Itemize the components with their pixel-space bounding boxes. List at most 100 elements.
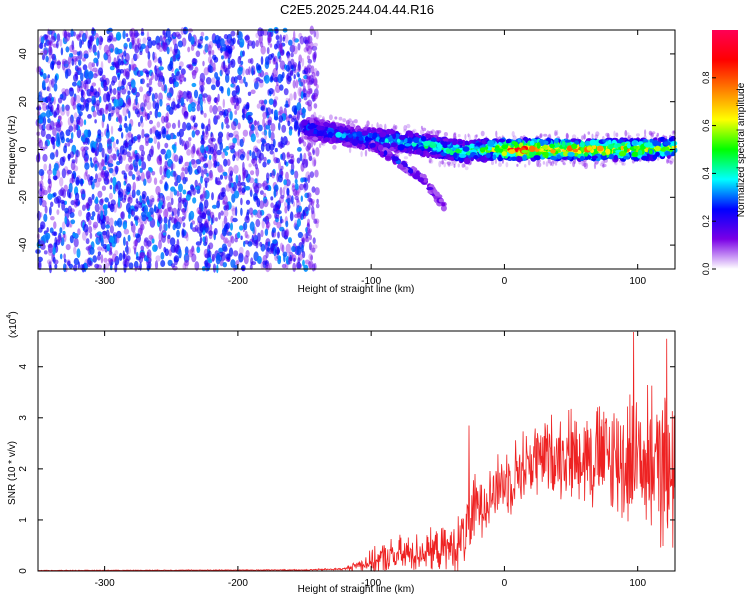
spectrogram-signal-cell [323,137,331,142]
spectrogram-noise-cell [242,112,245,121]
spectrogram-noise-cell [74,57,77,66]
spectrogram-noise-cell [187,165,191,172]
spectrogram-halo-cell [495,130,498,138]
spectrogram-noise-cell [90,216,95,221]
spectrogram-noise-cell [127,213,131,219]
spectrogram-noise-cell [315,147,320,157]
spectrogram-noise-cell [223,158,228,167]
spectrogram-noise-cell [211,137,216,142]
spectrogram-noise-cell [144,134,150,144]
spectrogram-noise-cell [135,53,140,60]
spectrogram-noise-cell [110,199,116,206]
spectrogram-noise-cell [166,46,170,55]
spectrogram-noise-cell [132,63,137,71]
spectrogram-noise-cell [66,169,72,175]
spectrogram-noise-cell [175,221,181,230]
spectrogram-noise-cell [56,209,60,216]
spectrogram-noise-cell [172,170,177,177]
spectrogram-halo-cell [443,132,448,137]
spectrogram-noise-cell [102,204,108,210]
spectrogram-signal-cell [543,140,549,145]
spectrogram-noise-cell [230,222,233,231]
spectrogram-noise-cell [278,115,284,123]
spectrogram-noise-cell [229,145,235,150]
spectrogram-noise-cell [232,217,238,223]
spectrogram-halo-cell [539,133,543,139]
spectrogram-noise-cell [270,75,273,82]
spectrogram-noise-cell [211,77,216,84]
spectrogram-noise-cell [118,49,123,54]
spectrogram-noise-cell [222,171,228,177]
spectrogram-noise-cell [157,141,161,150]
spectrogram-noise-cell [131,174,136,180]
spectrogram-noise-cell [263,99,268,105]
spectrogram-noise-cell [279,242,284,252]
spectrogram-noise-cell [299,153,303,162]
spectrogram-noise-cell [120,211,125,220]
spectrogram-noise-cell [75,192,80,201]
spectrogram-noise-cell [52,192,57,198]
spectrogram-noise-cell [286,50,291,59]
spectrogram-signal-cell [583,152,589,157]
spectrogram-noise-cell [149,195,155,205]
spectrogram-noise-cell [300,195,303,202]
spectrogram-noise-cell [277,199,282,207]
spectrogram-signal-cell [430,141,436,146]
spectrogram-noise-cell [216,105,222,112]
spectrogram-noise-cell [151,40,157,46]
spectrogram-noise-cell [96,254,101,261]
spectrogram-noise-cell [200,139,206,145]
spectrogram-halo-cell [318,114,322,118]
spectrogram-noise-cell [130,79,136,88]
spectrogram-noise-cell [132,185,135,195]
spectrogram-noise-cell [276,221,282,229]
spectrogram-noise-cell [81,263,85,273]
spectrogram-noise-cell [54,75,58,84]
spectrogram-signal-cell [341,133,346,139]
spectrogram-noise-cell [227,240,232,248]
spectrogram-noise-cell [131,210,136,216]
spectrogram-noise-cell [173,81,179,88]
spectrogram-noise-cell [67,116,73,127]
spectrogram-noise-cell [179,61,184,68]
spectrogram-noise-cell [160,260,166,267]
spectrogram-noise-cell [272,227,276,234]
spectrogram-noise-cell [57,234,62,243]
spectrogram-noise-cell [100,210,104,220]
spectrogram-noise-cell [285,100,289,108]
spectrogram-noise-cell [90,85,94,93]
spectrogram-noise-cell [128,144,132,151]
spectrogram-noise-cell [83,82,87,90]
spectrogram-noise-cell [311,205,315,215]
spectrogram-noise-cell [261,131,267,136]
spectrogram-noise-cell [201,169,204,179]
spectrogram-noise-cell [133,239,138,247]
spectrogram-noise-cell [106,244,111,252]
spectrogram-noise-cell [287,98,291,108]
spectrogram-noise-cell [245,199,251,205]
spectrogram-noise-cell [67,153,71,162]
spectrogram-noise-cell [72,101,77,110]
spectrogram-noise-cell [215,255,221,265]
spectrogram-noise-cell [278,122,281,131]
snr-y-multiplier-base: (x10 [8,318,19,338]
spectrogram-noise-cell [125,94,131,105]
spectrogram-noise-cell [298,97,302,103]
spectrogram-noise-cell [172,207,178,216]
spectrogram-noise-cell [65,104,70,111]
spectrogram-noise-cell [303,181,309,191]
spectrogram-noise-cell [72,97,76,106]
spectrogram-noise-cell [298,77,302,83]
spectrogram-noise-cell [306,227,312,234]
spectrogram-noise-cell [310,65,315,74]
spectrogram-noise-cell [153,204,157,212]
spectrogram-noise-cell [260,261,266,270]
spectrogram-noise-cell [109,259,114,266]
spectrogram-noise-cell [237,66,243,76]
spectrogram-noise-cell [146,240,152,247]
spectrogram-signal-cell [414,132,420,137]
spectrogram-noise-cell [100,198,104,204]
spectrogram-signal-cell [664,151,671,156]
spectrogram-noise-cell [218,112,223,118]
spectrogram-noise-cell [242,167,246,176]
